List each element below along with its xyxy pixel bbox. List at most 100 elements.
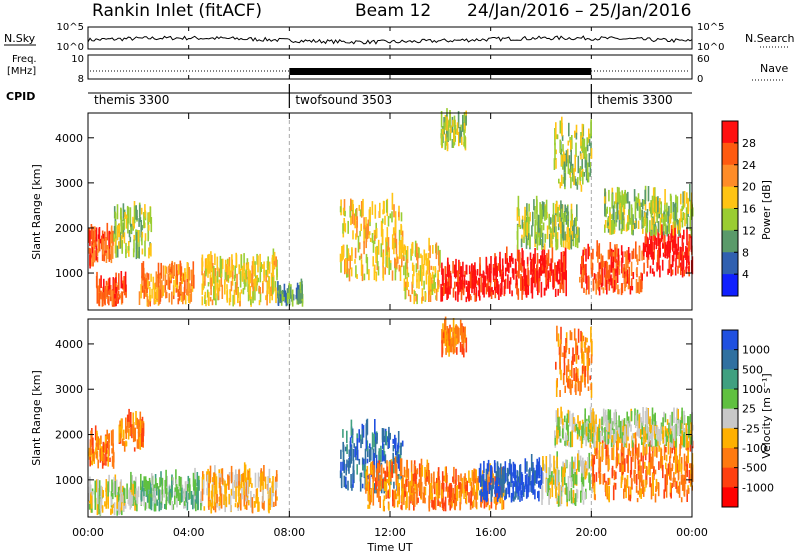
range-cell [375, 477, 377, 490]
range-cell [428, 286, 430, 302]
range-cell [558, 204, 561, 211]
range-cell [687, 441, 690, 448]
range-cell [395, 238, 398, 255]
range-cell [139, 411, 142, 424]
range-cell [657, 249, 659, 263]
range-cell [660, 426, 662, 442]
range-cell [366, 257, 369, 275]
range-cell [101, 489, 104, 497]
range-cell [516, 231, 519, 250]
range-cell [519, 257, 521, 271]
range-cell [628, 486, 630, 501]
range-cell [507, 274, 509, 289]
range-cell [438, 264, 441, 272]
range-cell [385, 256, 387, 267]
range-cell [238, 488, 240, 505]
range-cell [214, 253, 216, 266]
range-cell [393, 490, 396, 508]
range-cell [98, 227, 101, 242]
range-cell [456, 347, 458, 355]
range-cell [454, 499, 456, 510]
range-cell [604, 427, 606, 442]
range-cell [555, 122, 557, 140]
range-cell [558, 279, 561, 285]
range-cell [560, 210, 562, 225]
range-cell [343, 459, 345, 474]
range-cell [644, 461, 646, 469]
range-cell [683, 432, 686, 448]
range-cell [440, 283, 442, 302]
range-cell [182, 273, 185, 282]
range-cell [350, 448, 353, 464]
range-cell [642, 228, 644, 234]
power-colorbar-label: Power [dB] [760, 180, 773, 240]
range-cell [630, 424, 632, 432]
range-cell [406, 491, 408, 509]
range-cell [550, 265, 552, 276]
range-cell [642, 484, 645, 497]
range-cell [632, 452, 634, 462]
range-cell [231, 472, 234, 484]
range-cell [143, 276, 145, 287]
range-cell [526, 222, 528, 238]
range-cell [520, 238, 523, 248]
range-cell [441, 340, 443, 358]
range-cell [238, 264, 240, 275]
range-cell [105, 495, 108, 505]
range-cell [398, 264, 401, 272]
range-cell [603, 428, 605, 433]
range-cell [438, 480, 440, 491]
range-cell [677, 236, 679, 251]
range-cell [446, 141, 449, 152]
range-cell [688, 252, 690, 265]
range-cell [345, 476, 347, 488]
range-cell [398, 486, 400, 496]
range-cell [363, 458, 365, 465]
range-cell [623, 264, 625, 272]
colorbar-swatch [722, 369, 738, 390]
range-cell [345, 465, 347, 476]
range-cell [121, 219, 123, 234]
range-cell [627, 448, 629, 462]
range-cell [516, 471, 519, 483]
range-cell [586, 354, 589, 371]
range-cell [250, 299, 252, 305]
ytick-label: 3000 [55, 383, 83, 396]
range-cell [574, 176, 576, 185]
range-cell [231, 254, 233, 272]
range-cell [147, 212, 149, 225]
range-cell [349, 205, 351, 218]
range-cell [631, 250, 633, 260]
cpid-segment-label: twofsound 3503 [295, 93, 392, 107]
range-cell [662, 430, 665, 438]
range-cell [650, 424, 652, 435]
range-cell [444, 496, 447, 512]
range-cell [550, 471, 552, 482]
range-cell [669, 442, 672, 448]
colorbar-swatch [722, 121, 738, 144]
range-cell [206, 265, 208, 272]
range-cell [628, 443, 630, 455]
range-cell [391, 192, 394, 210]
range-cell [649, 205, 651, 212]
range-cell [90, 224, 93, 240]
range-cell [382, 478, 384, 489]
range-cell [134, 497, 137, 506]
range-cell [593, 432, 596, 447]
range-cell [452, 487, 455, 500]
range-cell [680, 463, 683, 475]
range-cell [618, 187, 620, 205]
range-cell [688, 416, 690, 434]
range-cell [528, 233, 530, 241]
range-cell [465, 115, 467, 126]
range-cell [665, 454, 668, 462]
range-cell [265, 295, 267, 301]
range-cell [119, 231, 122, 249]
range-cell [275, 256, 277, 267]
range-cell [95, 443, 98, 452]
range-cell [470, 296, 472, 301]
range-cell [555, 410, 558, 423]
range-cell [626, 269, 629, 284]
range-cell [515, 275, 518, 286]
range-cell [91, 257, 93, 267]
